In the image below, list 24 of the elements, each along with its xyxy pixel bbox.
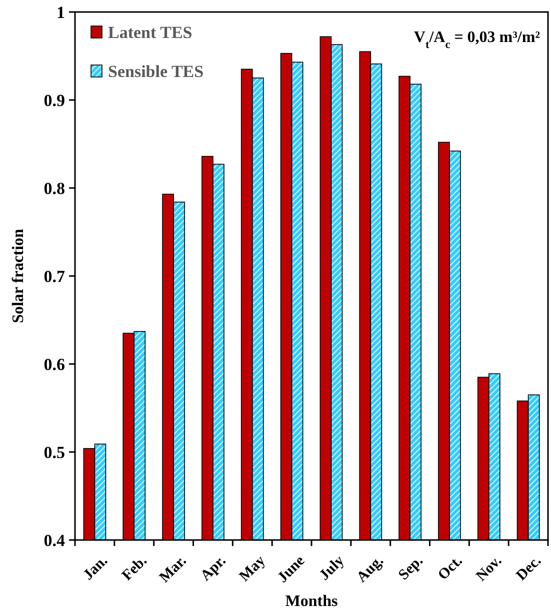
y-tick-label: 0.6 [44, 354, 65, 374]
y-tick-label: 1 [56, 2, 65, 22]
x-tick-label: June [274, 552, 308, 586]
x-tick-label: May [236, 552, 269, 585]
x-tick-label: Aug. [354, 552, 388, 586]
x-tick-label: Feb. [119, 552, 151, 584]
legend-label: Sensible TES [108, 62, 204, 81]
y-tick-label: 0.8 [44, 178, 65, 198]
y-tick-label: 0.4 [44, 530, 66, 550]
x-tick-label: Mar. [156, 552, 190, 586]
legend-label: Latent TES [108, 22, 192, 42]
x-tick-label: July [316, 552, 348, 584]
annotation: V$_{t}$/A$_{c}$ = 0,03 m³/m² [414, 29, 540, 51]
x-tick-label: Apr. [198, 552, 230, 584]
y-tick-label: 0.9 [44, 90, 65, 110]
x-tick-label: Sep. [396, 552, 426, 584]
x-tick-label: Jan. [80, 552, 112, 584]
y-tick-label: 0.5 [44, 442, 65, 462]
x-tick-label: Nov. [473, 552, 506, 585]
x-tick-label: Oct. [435, 552, 466, 584]
y-tick-label: 0.7 [44, 266, 66, 286]
x-tick-label: Dec. [514, 552, 545, 584]
y-axis-title: Solar fraction [10, 228, 27, 324]
x-axis-title: Months [285, 593, 338, 610]
